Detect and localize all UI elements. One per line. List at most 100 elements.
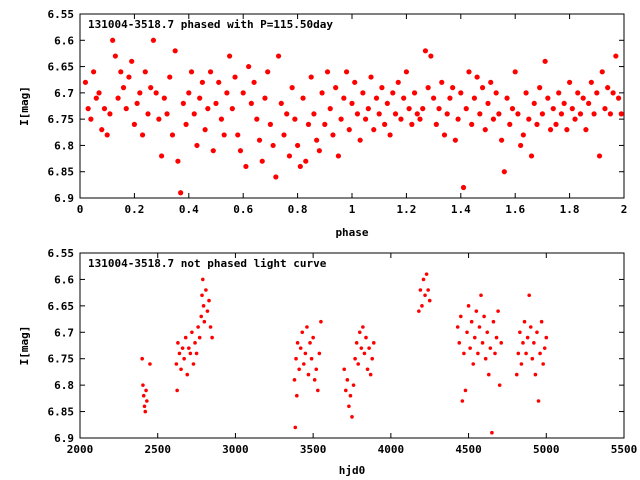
data-point bbox=[564, 127, 570, 133]
y-tick-label: 6.75 bbox=[48, 353, 75, 366]
data-point bbox=[327, 106, 333, 112]
data-point bbox=[82, 79, 89, 85]
data-point bbox=[141, 383, 145, 387]
data-point bbox=[187, 346, 191, 350]
data-point bbox=[148, 362, 152, 366]
chart-title: 131004-3518.7 phased with P=115.50day bbox=[88, 18, 333, 31]
data-point bbox=[575, 90, 581, 96]
y-tick-label: 6.55 bbox=[48, 8, 75, 21]
data-point bbox=[431, 95, 437, 101]
data-point bbox=[131, 121, 137, 127]
data-point bbox=[610, 90, 616, 96]
data-point bbox=[469, 121, 475, 127]
data-point bbox=[538, 351, 542, 356]
data-point bbox=[539, 111, 546, 117]
data-point bbox=[186, 90, 192, 96]
data-point bbox=[488, 79, 494, 85]
data-point bbox=[308, 74, 314, 80]
data-point bbox=[229, 106, 235, 112]
data-point bbox=[248, 100, 254, 106]
y-tick-label: 6.55 bbox=[48, 247, 75, 260]
data-point bbox=[469, 319, 474, 324]
data-point bbox=[526, 116, 532, 122]
data-point bbox=[101, 106, 108, 112]
data-point bbox=[99, 127, 105, 133]
data-point bbox=[591, 111, 597, 117]
data-point bbox=[544, 335, 549, 340]
data-point bbox=[572, 116, 578, 122]
data-point bbox=[309, 356, 314, 361]
data-point bbox=[182, 356, 186, 361]
data-point bbox=[204, 288, 208, 292]
data-point bbox=[401, 95, 407, 101]
data-point bbox=[156, 116, 162, 122]
data-point bbox=[194, 142, 200, 149]
data-point bbox=[278, 100, 284, 106]
data-point bbox=[180, 346, 185, 350]
data-point bbox=[522, 319, 527, 324]
data-point bbox=[295, 341, 300, 345]
data-point bbox=[460, 184, 467, 191]
data-point bbox=[418, 288, 423, 292]
x-tick-label: 2 bbox=[621, 203, 628, 216]
y-tick-label: 6.65 bbox=[48, 61, 75, 74]
data-point bbox=[202, 319, 207, 324]
y-axis-label: I[mag] bbox=[18, 326, 31, 366]
data-point bbox=[365, 106, 371, 112]
data-point bbox=[542, 58, 548, 64]
data-point bbox=[145, 399, 149, 403]
data-point bbox=[569, 106, 575, 112]
data-point bbox=[463, 106, 469, 112]
data-point bbox=[347, 404, 351, 409]
data-point bbox=[273, 174, 279, 180]
data-point bbox=[482, 127, 488, 133]
data-point bbox=[175, 158, 181, 164]
chart-panel-2: 2000 2500 3000 3500 4000 4500 5000 5500 6.55 6.6 6… bbox=[18, 247, 637, 477]
data-point bbox=[259, 158, 265, 164]
data-point bbox=[129, 58, 135, 64]
data-point bbox=[364, 335, 368, 340]
data-point bbox=[354, 341, 359, 345]
x-tick-label: 5000 bbox=[533, 443, 560, 456]
data-point bbox=[613, 53, 619, 59]
data-point bbox=[346, 127, 352, 133]
data-point bbox=[588, 79, 594, 85]
data-point bbox=[436, 106, 442, 112]
data-point bbox=[365, 367, 370, 372]
data-point bbox=[188, 351, 193, 356]
data-point bbox=[509, 106, 516, 112]
data-point bbox=[112, 53, 118, 59]
data-point bbox=[322, 121, 328, 127]
data-point bbox=[426, 288, 430, 292]
data-point bbox=[532, 341, 536, 345]
data-point bbox=[202, 127, 208, 133]
data-point bbox=[530, 356, 535, 361]
data-point bbox=[433, 121, 439, 127]
data-point bbox=[289, 85, 295, 91]
data-point bbox=[368, 372, 373, 377]
data-point bbox=[139, 132, 146, 138]
data-point bbox=[199, 314, 204, 319]
data-point bbox=[524, 351, 528, 356]
x-tick-label: 1.8 bbox=[560, 203, 580, 216]
data-point bbox=[292, 378, 297, 382]
y-tick-label: 6.6 bbox=[54, 273, 74, 286]
data-point bbox=[88, 116, 94, 122]
data-point bbox=[460, 399, 465, 403]
data-point bbox=[200, 277, 205, 282]
data-point bbox=[319, 319, 323, 324]
data-point bbox=[482, 314, 486, 319]
data-point bbox=[392, 111, 399, 117]
data-point bbox=[479, 293, 483, 298]
y-axis-label: I[mag] bbox=[18, 86, 31, 126]
plot-frame bbox=[79, 252, 625, 439]
data-point bbox=[528, 153, 535, 159]
data-point bbox=[474, 74, 480, 80]
data-point bbox=[403, 69, 409, 75]
data-point bbox=[406, 106, 412, 112]
data-point bbox=[275, 53, 282, 59]
data-point bbox=[194, 351, 199, 356]
data-point bbox=[174, 362, 179, 366]
data-point bbox=[172, 48, 178, 54]
data-point bbox=[520, 132, 526, 138]
